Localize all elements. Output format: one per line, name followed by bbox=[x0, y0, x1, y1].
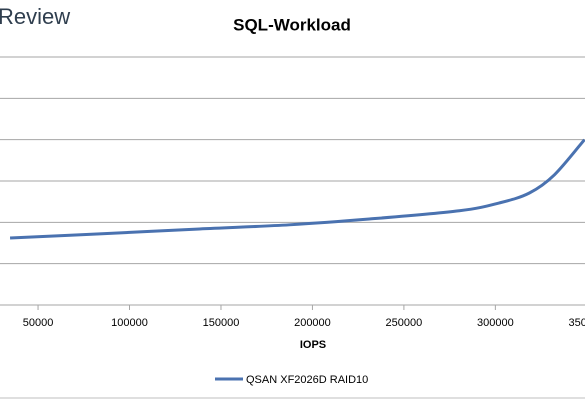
x-tick-label: 200000 bbox=[294, 317, 331, 329]
data-line bbox=[9, 138, 585, 240]
legend-label: QSAN XF2026D RAID10 bbox=[246, 374, 368, 386]
x-tick-label: 150000 bbox=[203, 317, 240, 329]
x-tick-label: 300000 bbox=[477, 317, 514, 329]
x-axis-label: IOPS bbox=[300, 339, 326, 351]
x-tick-label: 350000 bbox=[568, 317, 585, 329]
x-tick-label: 50000 bbox=[23, 317, 54, 329]
chart-title: SQL-Workload bbox=[233, 15, 351, 34]
x-tick-label: 250000 bbox=[386, 317, 423, 329]
x-tick-label: 100000 bbox=[111, 317, 148, 329]
watermark: Review bbox=[0, 4, 70, 29]
